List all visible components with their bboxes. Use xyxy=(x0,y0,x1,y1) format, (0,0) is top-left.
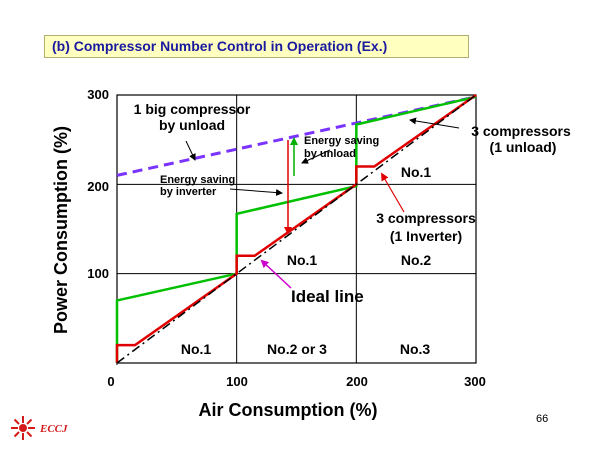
y-axis-title: Power Consumption (%) xyxy=(51,126,71,334)
label-energy-inverter-2: by inverter xyxy=(160,186,217,198)
zone-top-1: No.1 xyxy=(401,164,432,180)
label-energy-unload-2: by unload xyxy=(304,148,356,160)
label-big-compressor-1: 1 big compressor xyxy=(134,101,251,117)
three-inverter-arrow xyxy=(380,172,405,213)
label-big-compressor-2: by unload xyxy=(159,117,225,133)
label-three-inverter-1: 3 compressors xyxy=(376,210,476,226)
series-three-compressors-inverter xyxy=(115,93,477,363)
x-tick-0: 0 xyxy=(107,374,114,389)
label-energy-unload-1: Energy saving xyxy=(304,135,379,147)
label-three-inverter-2: (1 Inverter) xyxy=(390,228,462,244)
x-tick-100: 100 xyxy=(226,374,248,389)
label-three-unload-2: (1 unload) xyxy=(490,139,557,155)
sunburst-icon xyxy=(11,416,35,440)
page-number: 66 xyxy=(536,413,549,425)
eccj-logo: ECCJ xyxy=(10,413,100,443)
x-axis-title: Air Consumption (%) xyxy=(199,400,378,420)
series-layer xyxy=(115,93,477,364)
zone-mid-1: No.1 xyxy=(287,252,318,268)
zone-bottom-3: No.3 xyxy=(400,341,431,357)
energy-unload-arrow xyxy=(301,149,331,164)
y-tick-100: 100 xyxy=(87,266,109,281)
slide-title: (b) Compressor Number Control in Operati… xyxy=(52,38,388,54)
energy-inverter-arrow xyxy=(229,188,283,197)
zone-bottom-1: No.1 xyxy=(181,341,212,357)
label-three-unload-1: 3 compressors xyxy=(471,123,571,139)
series-three-compressors-unload xyxy=(115,95,477,363)
zone-bottom-2: No.2 or 3 xyxy=(267,341,327,357)
y-tick-300: 300 xyxy=(87,87,109,102)
big-compressor-arrow xyxy=(185,140,196,161)
x-tick-300: 300 xyxy=(464,374,486,389)
three-unload-arrow xyxy=(409,117,460,129)
logo-text: ECCJ xyxy=(40,423,68,435)
zone-mid-2: No.2 xyxy=(401,252,432,268)
label-energy-inverter-1: Energy saving xyxy=(160,174,235,186)
label-ideal-line: Ideal line xyxy=(291,287,364,306)
y-tick-200: 200 xyxy=(87,179,109,194)
title-box: (b) Compressor Number Control in Operati… xyxy=(44,35,469,58)
x-tick-200: 200 xyxy=(346,374,368,389)
ideal-line-arrow xyxy=(260,259,292,289)
plot-frame xyxy=(116,94,477,364)
